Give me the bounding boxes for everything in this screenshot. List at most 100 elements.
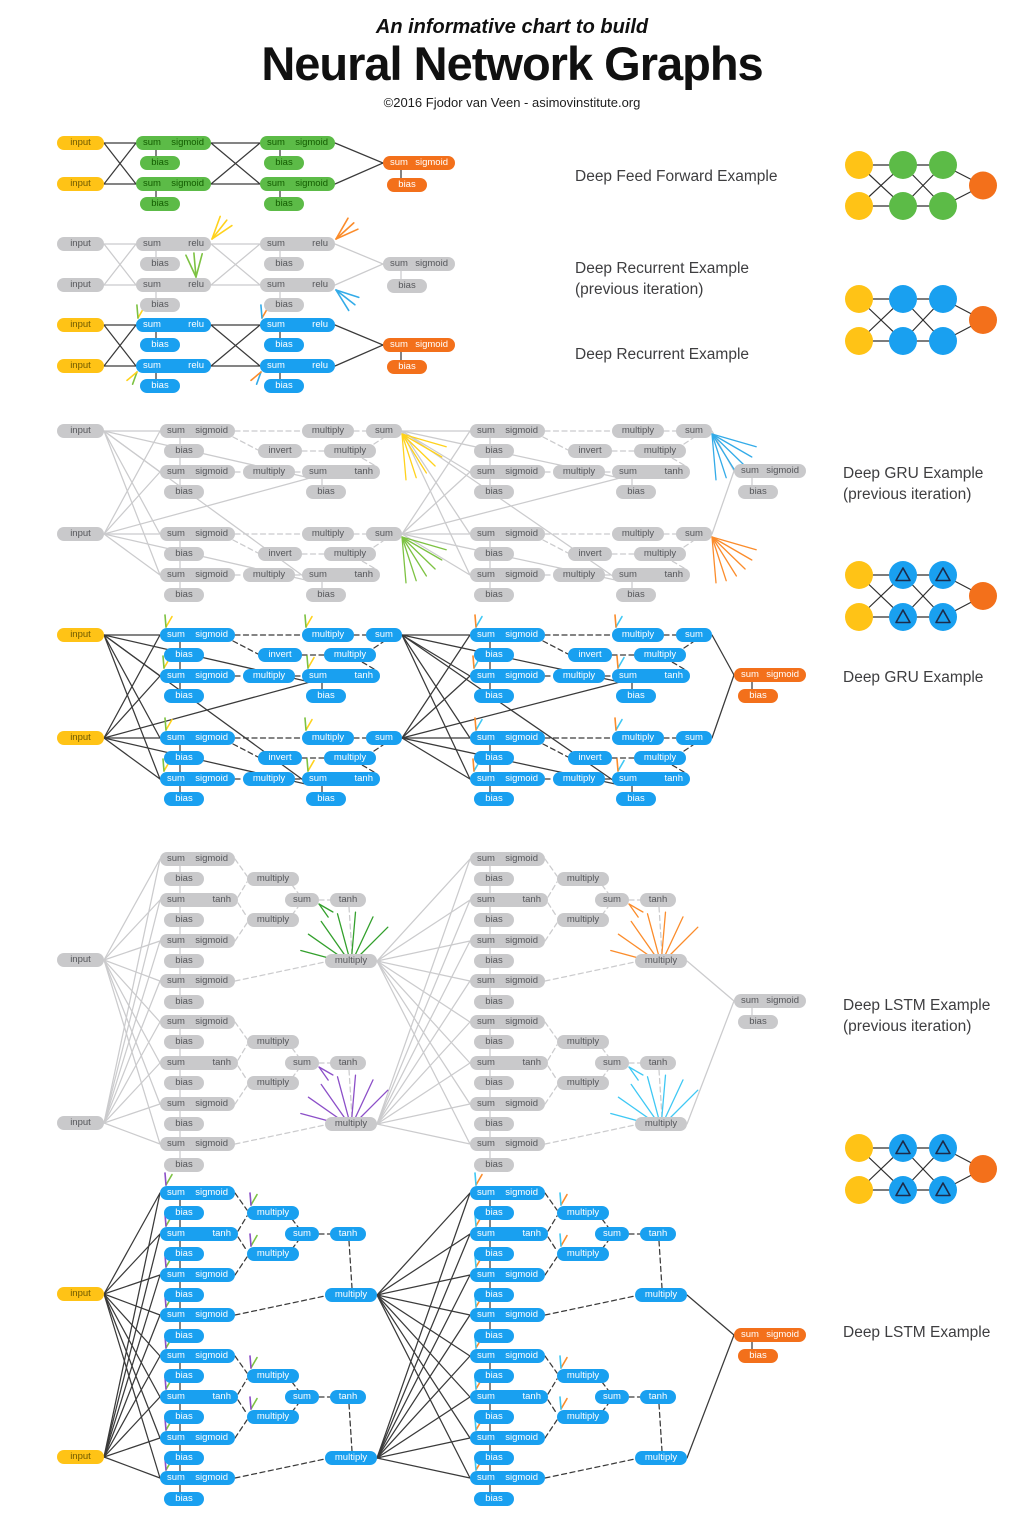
sum-label: sum xyxy=(167,466,185,477)
sum-sigmoid-node: sum sigmoid xyxy=(470,1431,545,1445)
sum-node: sum xyxy=(676,731,712,745)
bias-node: bias xyxy=(140,257,180,271)
edge xyxy=(401,675,471,739)
edge xyxy=(103,634,161,739)
bias-node: bias xyxy=(164,913,204,927)
multiply-node: multiply xyxy=(243,465,295,479)
bias-node: bias xyxy=(387,279,427,293)
multiply-label: multiply xyxy=(621,732,655,743)
label-line: Deep GRU Example xyxy=(843,465,984,482)
sum-sigmoid-node: sum sigmoid xyxy=(160,1308,235,1322)
multiply-label: multiply xyxy=(311,732,345,743)
label-line: (previous iteration) xyxy=(843,1018,972,1035)
edge xyxy=(103,1314,161,1458)
sum-tanh-node: sum tanh xyxy=(160,1227,238,1241)
input-node: input xyxy=(57,527,104,541)
edge xyxy=(373,641,384,649)
sum-sigmoid-node: sum sigmoid xyxy=(260,177,335,191)
bias-label: bias xyxy=(175,589,193,600)
multiply-label: multiply xyxy=(643,649,677,660)
multiply-label: multiply xyxy=(256,1207,290,1218)
sigmoid-label: sigmoid xyxy=(195,466,228,477)
edge xyxy=(559,1355,562,1369)
bias-label: bias xyxy=(485,1330,503,1341)
rnn-mini-input-node xyxy=(845,285,873,313)
bias-label: bias xyxy=(175,1289,193,1300)
sigmoid-label: sigmoid xyxy=(415,339,448,350)
sum-node: sum xyxy=(676,527,712,541)
bias-label: bias xyxy=(485,996,503,1007)
sum-label: sum xyxy=(477,1057,495,1068)
multiply-label: multiply xyxy=(256,1248,290,1259)
tanh-label: tanh xyxy=(338,894,358,905)
bias-label: bias xyxy=(485,1118,503,1129)
edge xyxy=(103,940,161,1124)
multiply-label: multiply xyxy=(311,528,345,539)
edge xyxy=(658,1069,663,1118)
bias-label: bias xyxy=(175,873,193,884)
sum-label: sum xyxy=(603,1228,621,1239)
edge xyxy=(683,540,694,548)
sum-label: sum xyxy=(741,1329,759,1340)
sum-tanh-node: sum tanh xyxy=(470,1227,548,1241)
sum-label: sum xyxy=(477,1350,495,1361)
edge xyxy=(475,718,483,731)
edge xyxy=(671,764,685,773)
bias-node: bias xyxy=(140,338,180,352)
sigmoid-label: sigmoid xyxy=(766,465,799,476)
sum-label: sum xyxy=(603,1057,621,1068)
sum-label: sum xyxy=(477,1138,495,1149)
sum-label: sum xyxy=(619,670,637,681)
edge xyxy=(373,744,384,752)
edge xyxy=(376,940,471,1125)
gru-mini-memory-cell-icon xyxy=(895,567,911,582)
sum-sigmoid-output: sum sigmoid xyxy=(383,338,455,352)
bias-node: bias xyxy=(164,1492,204,1506)
sum-label: sum xyxy=(167,1057,185,1068)
multiply-label: multiply xyxy=(252,466,286,477)
input-node: input xyxy=(57,1287,104,1301)
sigmoid-label: sigmoid xyxy=(195,1432,228,1443)
edge xyxy=(686,1000,735,1125)
edge xyxy=(103,1103,161,1124)
edge xyxy=(376,980,471,1125)
bias-node: bias xyxy=(164,751,204,765)
sum-label: sum xyxy=(167,528,185,539)
input-label: input xyxy=(70,425,91,436)
tanh-label: tanh xyxy=(522,1228,542,1239)
bias-label: bias xyxy=(485,1248,503,1259)
bias-label: bias xyxy=(485,873,503,884)
multiply-label: multiply xyxy=(562,773,596,784)
multiply-node: multiply xyxy=(325,1117,377,1131)
edge xyxy=(232,743,259,758)
multiply-label: multiply xyxy=(566,1036,600,1047)
edge xyxy=(103,243,137,286)
bias-node: bias xyxy=(164,792,204,806)
multiply-label: multiply xyxy=(256,1077,290,1088)
edge xyxy=(234,1458,326,1479)
bias-label: bias xyxy=(485,1077,503,1088)
multiply-label: multiply xyxy=(643,445,677,456)
gru-mini-hidden-node xyxy=(889,603,917,631)
multiply-label: multiply xyxy=(334,1118,368,1129)
edge xyxy=(544,1355,558,1374)
multiply-label: multiply xyxy=(252,670,286,681)
multiply-node: multiply xyxy=(557,913,609,927)
sigmoid-label: sigmoid xyxy=(415,258,448,269)
bias-node: bias xyxy=(474,648,514,662)
multiply-node: multiply xyxy=(557,1247,609,1261)
sum-label: sum xyxy=(167,1472,185,1483)
edge xyxy=(683,641,694,649)
edge xyxy=(250,1397,258,1410)
multiply-node: multiply xyxy=(302,424,354,438)
edge xyxy=(547,1215,558,1232)
sigmoid-label: sigmoid xyxy=(505,466,538,477)
edge xyxy=(401,471,471,535)
relu-label: relu xyxy=(188,279,204,290)
sum-sigmoid-output: sum sigmoid xyxy=(734,464,806,478)
sigmoid-label: sigmoid xyxy=(195,629,228,640)
edge xyxy=(401,737,471,780)
edge xyxy=(103,681,311,739)
sum-sigmoid-node: sum sigmoid xyxy=(160,1268,235,1282)
